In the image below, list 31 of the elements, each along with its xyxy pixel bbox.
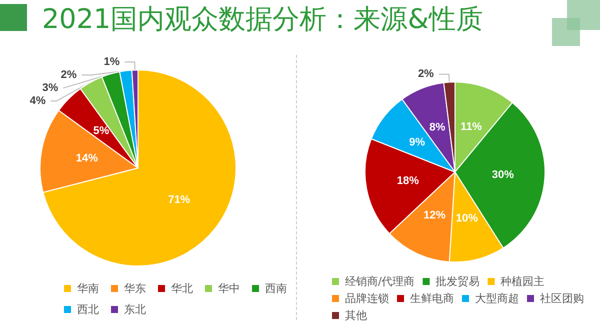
legend-label: 西南 [265,282,287,295]
legend-label: 华中 [218,282,240,295]
legend-label: 批发贸易 [436,275,480,288]
legend-label: 社区团购 [540,292,584,305]
data-label: 2% [418,68,434,80]
data-label: 12% [424,209,446,222]
data-label: 18% [396,174,420,187]
data-label: 2% [60,69,77,82]
legend-label: 东北 [124,303,146,316]
legend-label: 种植园主 [500,275,545,288]
legend-label: 生鲜电商 [410,292,454,305]
data-label: 14% [76,152,98,164]
legend-label: 华南 [77,282,99,295]
chart-title: 2021国内观众数据分析：来源&性质 [42,3,483,37]
data-label: 30% [492,169,514,182]
data-label: 1% [104,56,120,68]
data-label: 11% [460,120,482,133]
data-label: 3% [42,82,58,94]
legend-label: 华北 [171,282,193,295]
data-label: 8% [429,121,446,134]
legend-label: 大型商超 [475,292,519,305]
legend-label: 其他 [345,309,367,322]
data-label: 10% [456,212,478,224]
legend-label: 品牌连锁 [345,292,389,305]
data-label: 71% [168,194,190,206]
legend-label: 华东 [124,282,146,295]
data-label: 4% [30,95,46,108]
legend-label: 西北 [77,303,99,316]
data-label: 5% [93,125,110,138]
data-label: 9% [409,136,426,149]
legend-label: 经销商/代理商 [345,275,415,288]
